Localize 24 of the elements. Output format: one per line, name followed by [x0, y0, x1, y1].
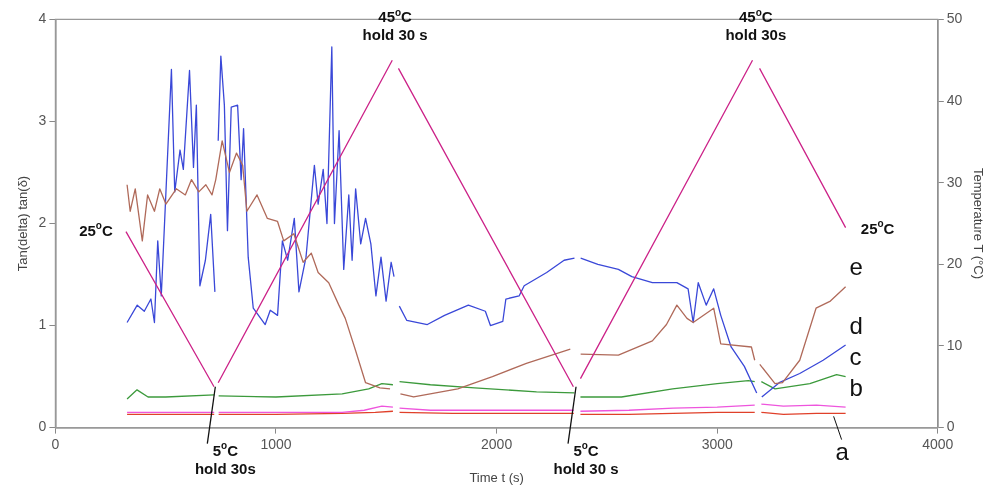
y2-tick-label: 30	[946, 173, 963, 190]
x-tick-label: 3000	[701, 435, 733, 452]
y2-tick-label: 10	[946, 336, 963, 353]
y2-tick-label: 50	[946, 10, 963, 27]
x-tick-label: 0	[51, 435, 60, 452]
y2-tick-label: 20	[946, 255, 963, 272]
x-tick-label: 2000	[481, 435, 513, 452]
series-label: e	[849, 253, 863, 281]
x-tick-label: 1000	[260, 435, 292, 452]
y-tick-label: 4	[38, 10, 47, 27]
x-axis-title: Time t (s)	[469, 469, 524, 485]
series-label: d	[849, 311, 863, 339]
y2-tick-label: 40	[946, 91, 963, 108]
y-tick-label: 0	[38, 418, 47, 435]
y-axis-title: Tan(delta) tan(δ)	[15, 175, 31, 272]
series-label: b	[849, 373, 863, 401]
series-label: c	[849, 343, 862, 371]
y2-tick-label: 0	[946, 418, 955, 435]
x-tick-label: 4000	[922, 435, 954, 452]
y-tick-label: 3	[38, 112, 47, 129]
y-tick-label: 1	[38, 316, 47, 333]
series-label: a	[835, 438, 850, 466]
y-tick-label: 2	[38, 214, 47, 231]
y2-axis-title: Temperature T (°C)	[970, 168, 986, 279]
